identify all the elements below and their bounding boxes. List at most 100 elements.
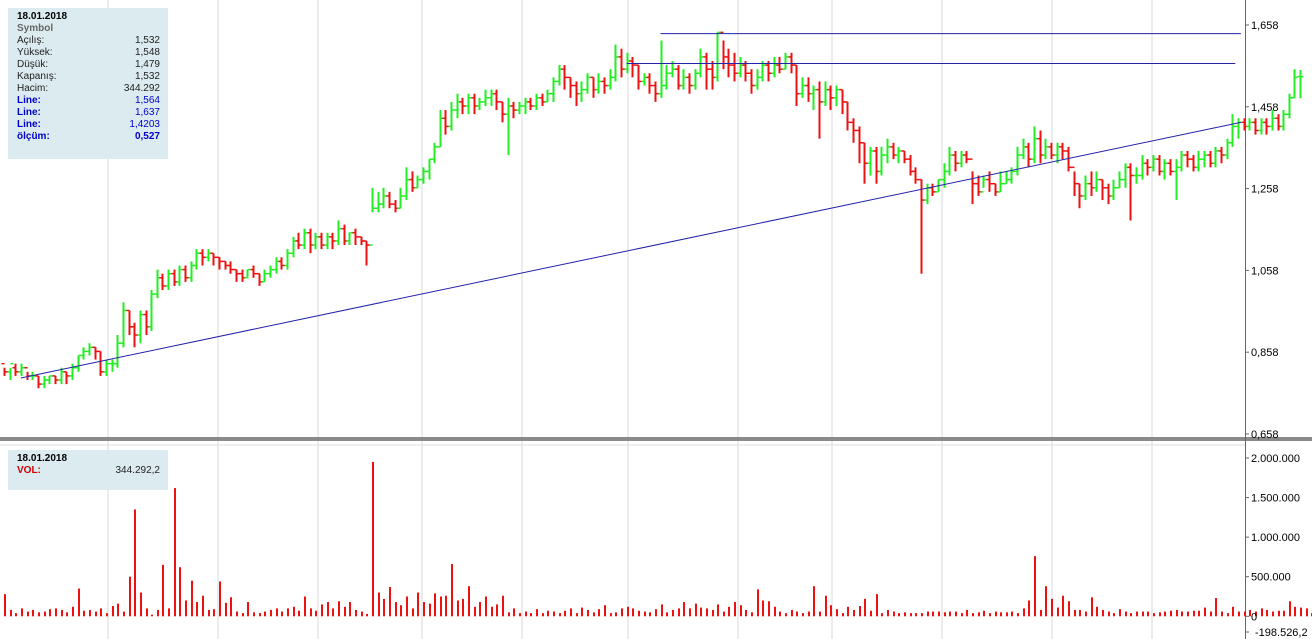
volume-bar[interactable] [479, 602, 481, 617]
volume-bar[interactable] [757, 589, 759, 617]
volume-bar[interactable] [225, 602, 227, 617]
volume-bar[interactable] [921, 613, 923, 617]
price-bar[interactable] [963, 150, 970, 164]
price-bar[interactable] [227, 261, 234, 274]
volume-bar[interactable] [38, 612, 40, 617]
volume-bar[interactable] [661, 604, 663, 617]
price-bar[interactable] [80, 347, 87, 360]
price-bar[interactable] [1127, 163, 1134, 221]
price-bar[interactable] [692, 69, 699, 90]
volume-bar[interactable] [179, 567, 181, 617]
volume-bar[interactable] [1266, 609, 1268, 617]
volume-bar[interactable] [78, 588, 80, 617]
volume-bar[interactable] [949, 611, 951, 617]
price-bar[interactable] [397, 187, 404, 209]
price-bar[interactable] [159, 273, 166, 291]
volume-bar[interactable] [525, 611, 527, 617]
price-bar[interactable] [341, 224, 348, 246]
price-bar[interactable] [969, 158, 976, 205]
price-bar[interactable] [1110, 179, 1117, 201]
volume-bar[interactable] [547, 610, 549, 617]
volume-bar[interactable] [134, 509, 136, 617]
price-bar[interactable] [754, 69, 761, 90]
price-bar[interactable] [380, 187, 387, 209]
volume-bar[interactable] [4, 594, 6, 617]
volume-bar[interactable] [576, 613, 578, 617]
price-bar[interactable] [997, 171, 1004, 193]
volume-bar[interactable] [836, 609, 838, 617]
volume-bar[interactable] [213, 609, 215, 617]
price-bar[interactable] [912, 167, 919, 184]
volume-bar[interactable] [581, 607, 583, 617]
volume-bar[interactable] [83, 610, 85, 617]
volume-bar[interactable] [1159, 612, 1161, 617]
price-bar[interactable] [680, 69, 687, 90]
volume-bar[interactable] [881, 613, 883, 617]
price-bar[interactable] [1014, 146, 1021, 176]
price-bar[interactable] [284, 249, 291, 270]
price-bar[interactable] [1178, 150, 1185, 172]
price-bar[interactable] [516, 101, 523, 115]
price-bar[interactable] [799, 77, 806, 98]
price-bar[interactable] [176, 265, 183, 286]
volume-bar[interactable] [853, 609, 855, 617]
price-bar[interactable] [426, 158, 433, 180]
volume-bar[interactable] [847, 606, 849, 617]
price-bar[interactable] [1144, 159, 1151, 176]
price-bar[interactable] [63, 371, 70, 385]
price-bar[interactable] [493, 89, 500, 111]
price-bar[interactable] [884, 138, 891, 164]
volume-bar[interactable] [638, 610, 640, 617]
volume-bar[interactable] [242, 613, 244, 617]
price-bar[interactable] [1059, 142, 1066, 160]
price-bar[interactable] [131, 322, 138, 348]
price-bar[interactable] [409, 171, 416, 192]
volume-bar[interactable] [1210, 611, 1212, 617]
volume-bar[interactable] [1181, 611, 1183, 617]
volume-bar[interactable] [412, 608, 414, 617]
volume-bar[interactable] [1193, 610, 1195, 617]
volume-bar[interactable] [678, 608, 680, 617]
price-bar[interactable] [267, 265, 274, 278]
price-bar[interactable] [1258, 118, 1265, 135]
price-bar[interactable] [1076, 182, 1083, 209]
volume-bar[interactable] [1238, 611, 1240, 617]
price-bar[interactable] [18, 363, 25, 376]
price-bar[interactable] [386, 191, 393, 209]
price-bar[interactable] [946, 146, 953, 176]
price-bar[interactable] [318, 232, 325, 250]
volume-bar[interactable] [966, 609, 968, 617]
price-bar[interactable] [1099, 178, 1106, 201]
price-bar[interactable] [154, 269, 161, 299]
volume-bar[interactable] [1079, 609, 1081, 617]
volume-bar[interactable] [55, 608, 57, 617]
price-bar[interactable] [369, 187, 376, 246]
price-bar[interactable] [143, 310, 150, 336]
price-bar[interactable] [1037, 130, 1044, 164]
volume-bar[interactable] [598, 609, 600, 617]
volume-bar[interactable] [932, 611, 934, 617]
volume-bar[interactable] [440, 596, 442, 617]
price-bar[interactable] [1241, 118, 1248, 131]
price-bar[interactable] [431, 142, 438, 164]
price-bar[interactable] [182, 265, 189, 282]
trendline[interactable] [20, 121, 1242, 379]
volume-bar[interactable] [361, 611, 363, 617]
volume-bar[interactable] [938, 611, 940, 617]
volume-bar[interactable] [627, 606, 629, 617]
volume-bar[interactable] [706, 608, 708, 617]
price-bar[interactable] [1184, 150, 1191, 168]
volume-bar[interactable] [796, 611, 798, 617]
price-bar[interactable] [148, 290, 155, 331]
volume-bar[interactable] [400, 605, 402, 617]
price-bar[interactable] [471, 93, 478, 115]
volume-bar[interactable] [1147, 611, 1149, 617]
price-bar[interactable] [1201, 150, 1208, 168]
volume-bar[interactable] [740, 605, 742, 617]
price-bar[interactable] [97, 350, 104, 376]
price-bar[interactable] [233, 268, 240, 282]
volume-bar[interactable] [219, 581, 221, 617]
volume-bar[interactable] [961, 613, 963, 617]
price-bar[interactable] [748, 69, 755, 94]
